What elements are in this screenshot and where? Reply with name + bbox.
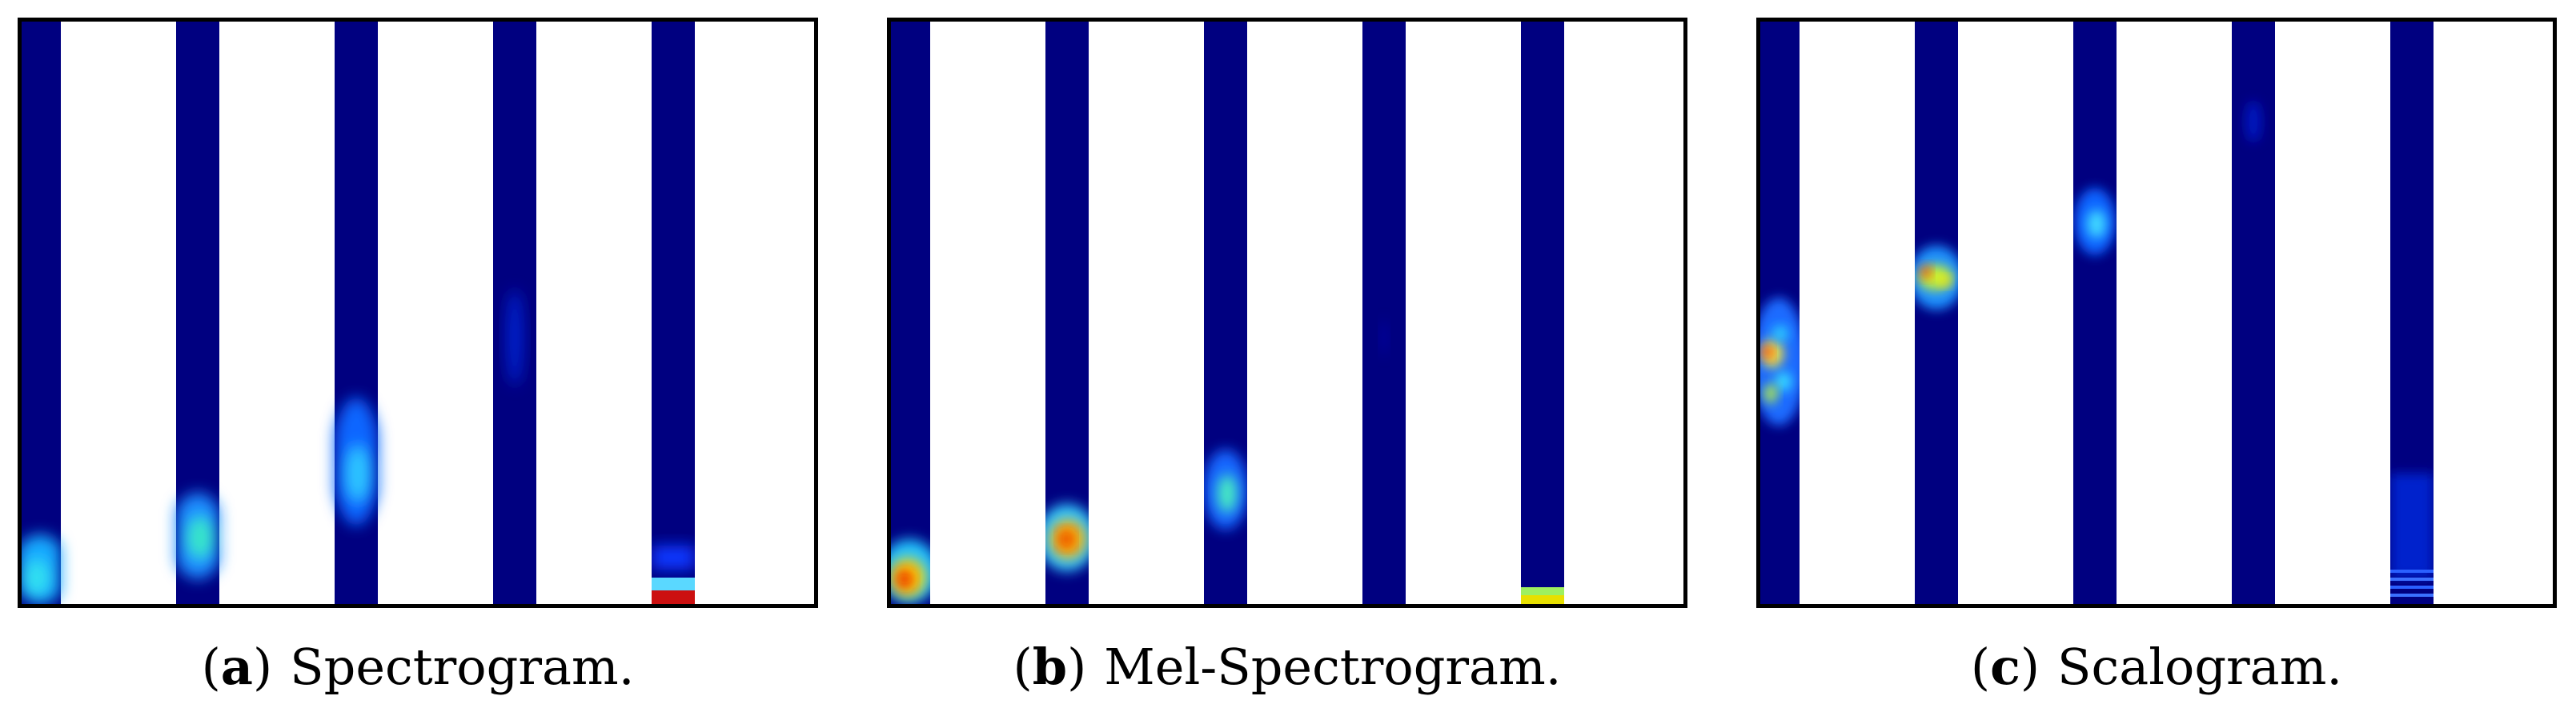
caption-paren-close: ): [2020, 638, 2040, 696]
spectrogram-image: [18, 18, 818, 608]
caption-title: Scalogram.: [2057, 638, 2343, 696]
caption-paren-open: (: [1970, 638, 1991, 696]
caption-letter: b: [1032, 638, 1068, 696]
caption-spectrogram: (a) Spectrogram.: [18, 629, 818, 706]
scalogram-image: [1756, 18, 2557, 608]
caption-title: Spectrogram.: [290, 638, 635, 696]
caption-paren-close: ): [252, 638, 273, 696]
caption-letter: a: [220, 638, 253, 696]
panel-scalogram: [1756, 18, 2557, 608]
mel-spectrogram-image: [887, 18, 1687, 608]
caption-scalogram: (c) Scalogram.: [1756, 629, 2557, 706]
caption-mel-spectrogram: (b) Mel-Spectrogram.: [887, 629, 1687, 706]
caption-paren-open: (: [1013, 638, 1033, 696]
caption-paren-close: ): [1067, 638, 1087, 696]
caption-title: Mel-Spectrogram.: [1104, 638, 1562, 696]
caption-letter: c: [1990, 638, 2020, 696]
panel-mel-spectrogram: [887, 18, 1687, 608]
caption-paren-open: (: [201, 638, 221, 696]
panel-spectrogram: [18, 18, 818, 608]
